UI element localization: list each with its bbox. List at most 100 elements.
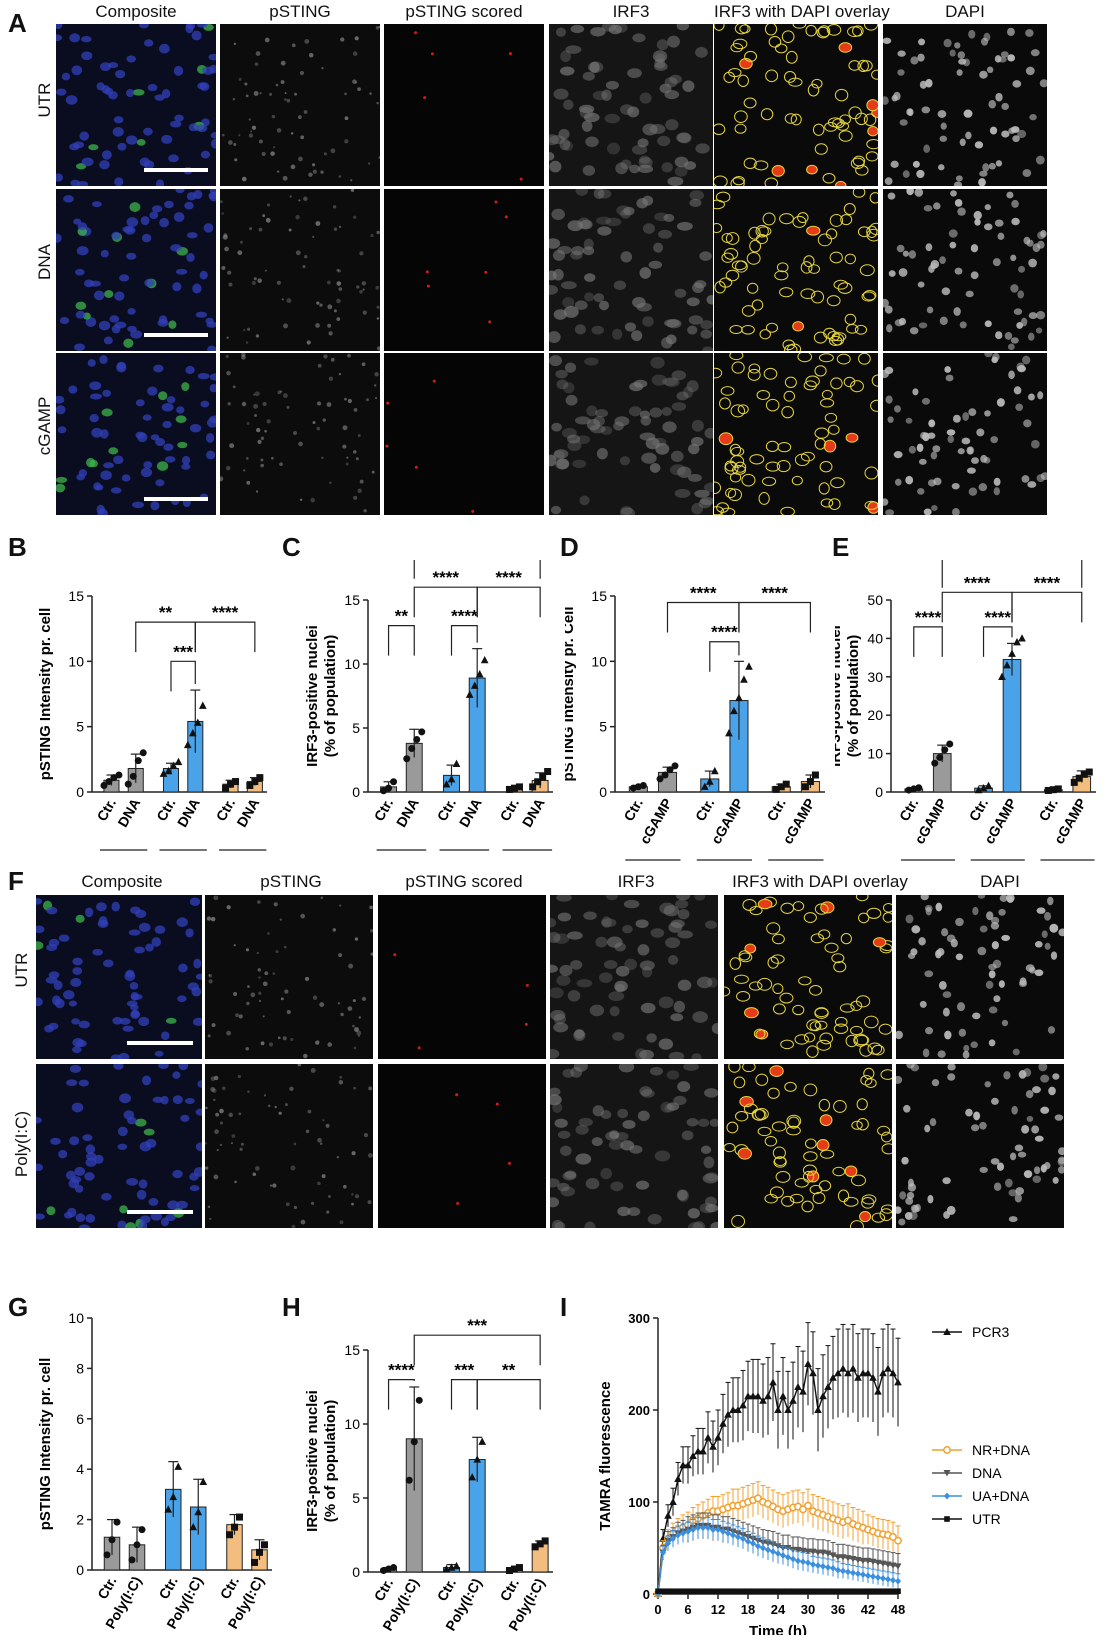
group-label: UA	[464, 864, 485, 865]
y-tick-label: 30	[867, 669, 883, 685]
y-tick-label: 100	[628, 1495, 650, 1510]
data-point	[944, 1492, 950, 1500]
data-point	[695, 1524, 701, 1532]
data-point	[780, 1551, 786, 1559]
tile-a-cgamp-psting	[220, 353, 380, 515]
data-point	[839, 1364, 847, 1372]
significance-label: ****	[1034, 573, 1061, 592]
data-point	[840, 1567, 846, 1575]
data-point	[754, 1494, 762, 1503]
y-tick-label: 10	[344, 656, 360, 672]
significance-label: **	[502, 1361, 516, 1380]
y-axis-label: TAMRA fluorescence	[597, 1381, 614, 1530]
x-tick-label: 30	[801, 1602, 815, 1617]
y-tick-label: 15	[344, 1342, 360, 1358]
x-tick-label: 12	[711, 1602, 725, 1617]
data-point	[1070, 778, 1078, 786]
x-tick-label: 36	[831, 1602, 845, 1617]
data-point	[1008, 649, 1016, 657]
data-point	[820, 1588, 826, 1595]
data-point	[819, 1392, 827, 1400]
data-point	[515, 783, 523, 791]
data-point	[105, 778, 113, 786]
data-point	[164, 1505, 173, 1513]
data-point	[845, 1568, 851, 1576]
y-tick-label: 300	[628, 1311, 650, 1326]
data-point	[779, 1392, 787, 1400]
y-axis-label: IRF3-positive nuclei(% of population)	[304, 1390, 339, 1532]
data-point	[465, 690, 474, 698]
data-point	[447, 775, 456, 783]
chart-g: pSTING Intensity pr. cell0246810Ctr.Poly…	[37, 1310, 272, 1631]
data-point	[730, 1531, 736, 1539]
data-point	[889, 1562, 897, 1569]
tile-a-dna-composite	[56, 189, 216, 351]
data-point	[979, 783, 988, 792]
y-tick-label: 0	[76, 1562, 84, 1578]
group-label: NR	[242, 864, 264, 865]
tile-f-polyic-psting	[205, 1064, 373, 1228]
data-point	[865, 1588, 871, 1595]
x-tick-label: Ctr.	[763, 796, 789, 824]
y-tick-label: 0	[352, 784, 360, 800]
data-point	[946, 740, 954, 748]
group-label: UA	[183, 864, 204, 865]
data-point	[830, 1564, 836, 1572]
data-point	[714, 1433, 722, 1441]
data-point	[1003, 661, 1011, 669]
data-point	[529, 783, 537, 791]
data-point	[915, 784, 923, 792]
data-point	[1013, 638, 1021, 646]
data-point	[194, 1507, 203, 1516]
data-point	[890, 1588, 896, 1595]
significance-label: ***	[454, 1361, 474, 1380]
data-point	[159, 769, 168, 777]
data-point	[661, 771, 669, 779]
f-col-title-irf3-dapi-overlay: IRF3 with DAPI overlay	[732, 872, 908, 891]
data-point	[505, 785, 513, 793]
data-point	[869, 1558, 877, 1566]
data-point	[1049, 786, 1057, 794]
a-col-title-irf3: IRF3	[612, 2, 650, 21]
data-point	[860, 1588, 866, 1595]
bar	[1002, 659, 1022, 793]
significance-bracket	[913, 626, 943, 657]
data-point	[774, 1406, 782, 1413]
significance-bracket	[709, 641, 740, 672]
panel-letter-g: G	[8, 1292, 29, 1322]
data-point	[442, 780, 451, 788]
data-point	[998, 672, 1006, 680]
data-point	[790, 1555, 796, 1563]
data-point	[780, 1588, 786, 1595]
data-point	[539, 773, 547, 781]
y-tick-label: 2	[76, 1512, 84, 1528]
data-point	[859, 1557, 867, 1565]
data-point	[534, 778, 542, 786]
data-point	[452, 759, 461, 767]
data-point	[544, 768, 552, 776]
x-tick-label: 42	[861, 1602, 875, 1617]
data-point	[1085, 768, 1093, 776]
significance-bracket	[476, 586, 541, 618]
a-col-title-composite: Composite	[95, 2, 177, 21]
data-point	[660, 1588, 666, 1595]
data-point	[864, 1557, 872, 1565]
y-tick-label: 20	[867, 707, 883, 723]
data-point	[724, 1410, 732, 1418]
data-point	[801, 783, 809, 791]
significance-label: ****	[690, 584, 717, 603]
data-point	[715, 1526, 721, 1534]
data-point	[138, 1526, 146, 1534]
data-point	[515, 1564, 523, 1572]
data-point	[840, 1588, 846, 1595]
data-point	[740, 1535, 746, 1543]
y-tick-label: 0	[599, 784, 607, 800]
data-point	[473, 1455, 482, 1463]
data-point	[468, 1473, 477, 1481]
data-point	[390, 778, 398, 786]
data-point	[505, 1567, 513, 1575]
data-point	[875, 1573, 881, 1581]
significance-label: ****	[495, 568, 522, 587]
data-point	[1044, 786, 1052, 794]
y-axis-label: pSTING Intensity pr. Cell	[565, 606, 577, 781]
